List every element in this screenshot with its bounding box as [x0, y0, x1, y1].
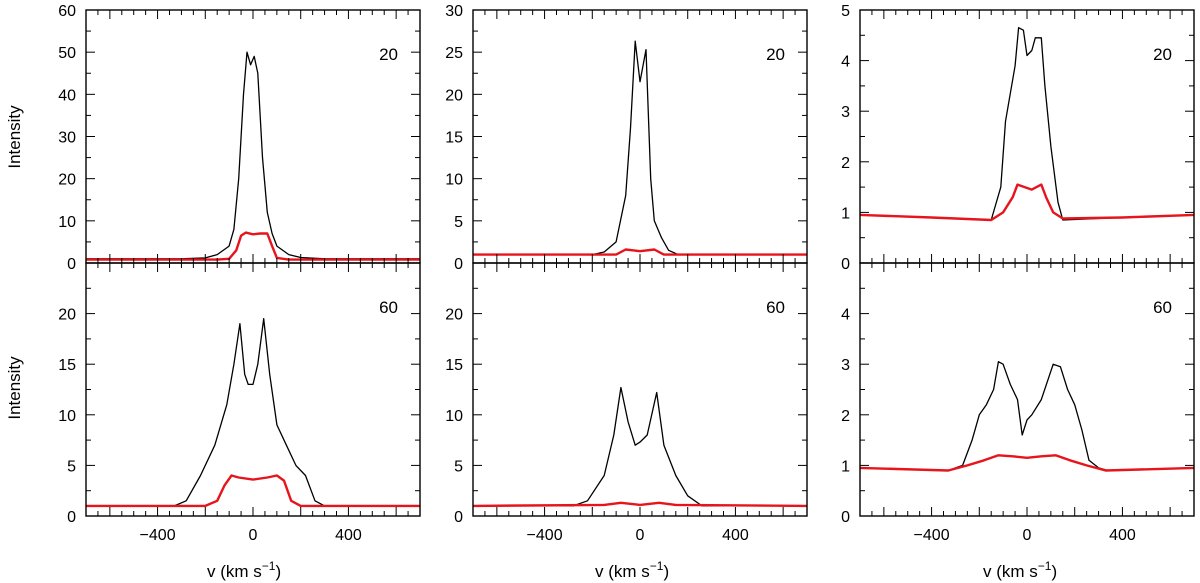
y-tick-label: 20: [445, 87, 463, 104]
x-tick-label: 400: [722, 527, 749, 544]
panel-label: 20: [1153, 45, 1172, 64]
series-line-red: [86, 474, 420, 508]
series-line-black: [473, 386, 807, 507]
plot-frame: [859, 262, 1195, 517]
y-tick-label: 5: [841, 3, 850, 20]
y-tick-label: 3: [841, 357, 850, 374]
y-tick-label: 1: [841, 205, 850, 222]
x-axis-label-middle: v (km s−1): [595, 559, 669, 581]
series-line-black: [86, 51, 420, 260]
y-tick-label: 30: [445, 3, 463, 20]
x-tick-label: 0: [1023, 527, 1032, 544]
y-tick-label: 10: [58, 214, 76, 231]
plot-frame: [85, 9, 421, 264]
y-tick-label: 0: [67, 509, 76, 526]
chart-panel-bottom-middle: 0 5 10 15 20 −400 0 400 60: [445, 262, 808, 544]
y-tick-label: 20: [58, 307, 76, 324]
y-axis-label-top: Intensity: [5, 105, 24, 169]
y-tick-label: 10: [445, 408, 463, 425]
plot-frame: [859, 9, 1195, 264]
y-tick-label: 15: [445, 357, 463, 374]
y-tick-label: 5: [454, 214, 463, 231]
x-tick-label: 400: [1109, 527, 1136, 544]
y-tick-label: 10: [58, 408, 76, 425]
series-line-black: [86, 318, 420, 507]
y-tick-label: 2: [841, 155, 850, 172]
x-tick-label: 400: [335, 527, 362, 544]
chart-panel-top-middle: 0 5 10 15 20 25 30 20: [445, 3, 808, 273]
panel-label: 60: [1153, 298, 1172, 317]
series-line-black: [860, 27, 1194, 221]
y-tick-label: 2: [841, 408, 850, 425]
chart-panel-top-left: 0 10 20 30 40 50 60 20: [58, 3, 421, 273]
y-tick-label: 25: [445, 45, 463, 62]
y-tick-label: 0: [841, 509, 850, 526]
y-tick-label: 3: [841, 104, 850, 121]
plot-frame: [85, 262, 421, 517]
chart-panel-bottom-left: 0 5 10 15 20 −400 0 400 60: [58, 262, 421, 544]
panels: 0102030405060200510152025302001234520051…: [58, 3, 1195, 544]
series-line-red: [473, 248, 807, 256]
series-line-black: [860, 361, 1194, 472]
y-tick-label: 1: [841, 458, 850, 475]
y-tick-label: 0: [841, 256, 850, 273]
x-tick-label: −400: [140, 527, 176, 544]
y-tick-label: 40: [58, 87, 76, 104]
y-tick-label: 50: [58, 45, 76, 62]
plot-frame: [472, 262, 808, 517]
y-axis-label-bottom: Intensity: [5, 356, 24, 420]
plot-frame: [472, 9, 808, 264]
x-axis-label-right: v (km s−1): [983, 559, 1057, 581]
y-tick-label: 30: [58, 130, 76, 147]
y-tick-label: 0: [67, 256, 76, 273]
series-line-red: [860, 454, 1194, 472]
y-tick-label: 0: [454, 509, 463, 526]
y-tick-label: 20: [445, 307, 463, 324]
panel-label: 60: [766, 298, 785, 317]
y-tick-label: 20: [58, 172, 76, 189]
y-tick-label: 15: [445, 130, 463, 147]
x-tick-label: −400: [527, 527, 563, 544]
y-tick-label: 5: [67, 458, 76, 475]
panel-label: 20: [379, 45, 398, 64]
x-tick-label: 0: [249, 527, 258, 544]
y-tick-label: 60: [58, 3, 76, 20]
panel-label: 60: [379, 298, 398, 317]
y-tick-label: 5: [454, 458, 463, 475]
svg-text:v (km s−1): v (km s−1): [595, 559, 669, 581]
svg-text:v (km s−1): v (km s−1): [983, 559, 1057, 581]
y-tick-label: 10: [445, 172, 463, 189]
x-tick-label: 0: [636, 527, 645, 544]
y-tick-label: 15: [58, 357, 76, 374]
series-line-red: [860, 183, 1194, 222]
series-line-red: [473, 501, 807, 508]
y-tick-label: 4: [841, 307, 850, 324]
y-tick-label: 4: [841, 54, 850, 71]
chart-panel-bottom-right: 0 1 2 3 4 −400 0 400 60: [841, 262, 1195, 544]
panel-label: 20: [766, 45, 785, 64]
series-line-black: [473, 40, 807, 256]
x-tick-label: −400: [914, 527, 950, 544]
x-axis-label-left: v (km s−1): [207, 559, 281, 581]
svg-text:v (km s−1): v (km s−1): [207, 559, 281, 581]
chart-panel-top-right: 0 1 2 3 4 5 20: [841, 3, 1195, 273]
y-tick-label: 0: [454, 256, 463, 273]
